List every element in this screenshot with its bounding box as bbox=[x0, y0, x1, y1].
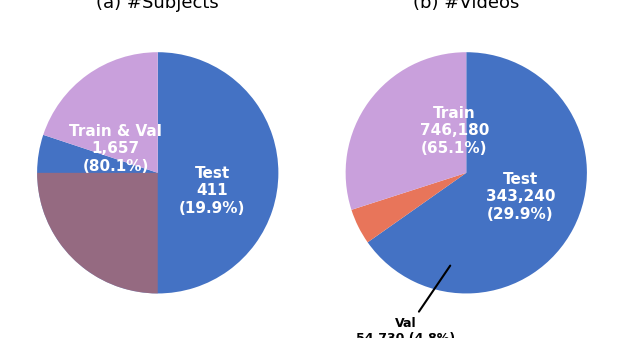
Title: (a) #Subjects: (a) #Subjects bbox=[96, 0, 219, 12]
Text: Train
746,180
(65.1%): Train 746,180 (65.1%) bbox=[419, 106, 489, 155]
Text: Test
411
(19.9%): Test 411 (19.9%) bbox=[179, 166, 245, 216]
Wedge shape bbox=[346, 52, 466, 210]
Wedge shape bbox=[37, 173, 158, 293]
Wedge shape bbox=[37, 52, 278, 293]
Wedge shape bbox=[351, 173, 466, 242]
Text: Test
343,240
(29.9%): Test 343,240 (29.9%) bbox=[486, 172, 555, 222]
Text: Val
54,730 (4.8%): Val 54,730 (4.8%) bbox=[356, 266, 456, 338]
Wedge shape bbox=[368, 52, 587, 293]
Text: Train & Val
1,657
(80.1%): Train & Val 1,657 (80.1%) bbox=[69, 124, 162, 174]
Wedge shape bbox=[43, 52, 158, 173]
Title: (b) #Videos: (b) #Videos bbox=[413, 0, 519, 12]
